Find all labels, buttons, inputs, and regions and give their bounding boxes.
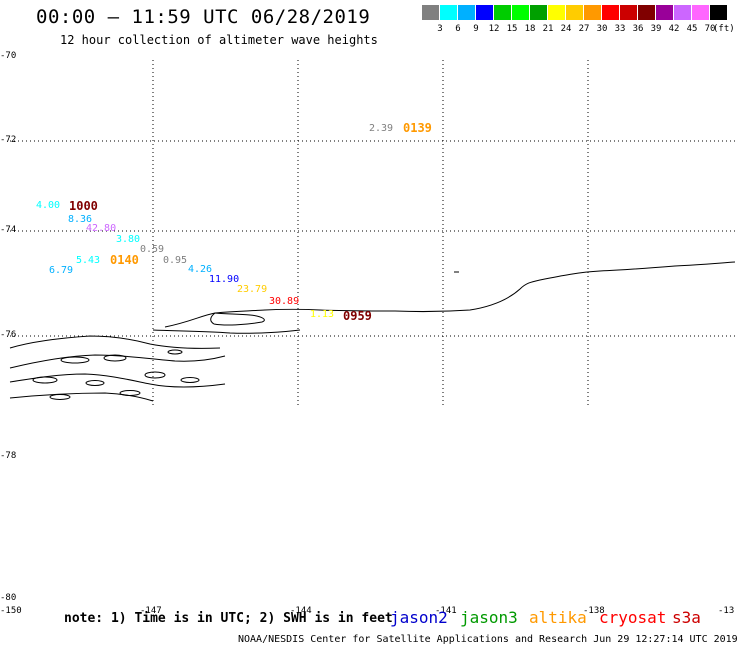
- wave-height-label: 4.26: [188, 264, 213, 275]
- lat-tick-label: -80: [0, 593, 17, 603]
- wave-height-label: 2.39: [369, 123, 394, 134]
- satellite-legend-item: s3a: [672, 608, 701, 627]
- coast-segment: [210, 312, 265, 326]
- island: [103, 354, 127, 362]
- coast-segment: [9, 335, 221, 349]
- wave-height-label: 23.79: [237, 284, 268, 295]
- pass-time-label: 1000: [69, 199, 98, 213]
- wave-height-label: 8.36: [68, 214, 93, 225]
- legend-label: 15: [506, 24, 518, 34]
- island: [167, 349, 183, 355]
- wave-height-label: 1.13: [310, 309, 335, 320]
- legend-swatch: [602, 5, 619, 20]
- wave-height-label: 42.80: [86, 223, 117, 234]
- ice-shelf-edge: [164, 261, 736, 328]
- legend-label: 30: [596, 24, 608, 34]
- legend-swatch: [494, 5, 511, 20]
- lon-tick-label: -13: [718, 606, 735, 616]
- legend-swatch: [422, 5, 439, 20]
- coast-segment: [9, 373, 226, 388]
- legend-label: 70: [704, 24, 716, 34]
- island: [49, 394, 71, 400]
- satellite-legend-item: cryosat: [599, 608, 667, 627]
- footnote: note: 1) Time is in UTC; 2) SWH is in fe…: [64, 611, 393, 626]
- legend-swatch: [710, 5, 727, 20]
- legend-swatch: [476, 5, 493, 20]
- legend-swatch: [512, 5, 529, 20]
- legend-label: 3: [437, 24, 443, 34]
- lon-tick-label: -147: [140, 606, 162, 616]
- legend-label: 36: [632, 24, 644, 34]
- lon-tick-label: -144: [290, 606, 312, 616]
- wave-height-label: 30.89: [269, 296, 300, 307]
- legend-swatch: [692, 5, 709, 20]
- legend-label: 45: [686, 24, 698, 34]
- lon-tick-label: -150: [0, 606, 22, 616]
- legend-label: 39: [650, 24, 662, 34]
- legend-swatch: [584, 5, 601, 20]
- island: [144, 371, 166, 379]
- map-title: 00:00 – 11:59 UTC 06/28/2019: [36, 6, 371, 28]
- lat-tick-label: -78: [0, 451, 17, 461]
- coast-segment: [9, 354, 226, 369]
- legend-unit: (ft): [713, 24, 735, 34]
- graticule: [10, 60, 735, 405]
- satellite-legend-item: altika: [529, 608, 587, 627]
- wave-height-label: 0.59: [140, 244, 165, 255]
- wave-height-label: 11.90: [209, 274, 240, 285]
- coast-segment: [152, 329, 301, 334]
- lat-tick-label: -76: [0, 330, 17, 340]
- pass-time-label: 0139: [403, 121, 432, 135]
- island: [119, 390, 141, 396]
- satellite-legend-item: jason2: [390, 608, 448, 627]
- legend-label: 27: [578, 24, 590, 34]
- pass-time-label: 0959: [343, 309, 372, 323]
- coastline: [9, 261, 736, 402]
- lat-tick-label: -70: [0, 51, 17, 61]
- legend-swatch: [620, 5, 637, 20]
- wave-height-label: 5.43: [76, 255, 101, 266]
- lat-tick-label: -72: [0, 135, 17, 145]
- legend-swatch: [548, 5, 565, 20]
- legend-label: 21: [542, 24, 554, 34]
- island: [180, 377, 200, 383]
- lat-tick-label: -74: [0, 225, 17, 235]
- legend-label: 18: [524, 24, 536, 34]
- wave-height-label: 6.79: [49, 265, 74, 276]
- wave-height-label: 0.95: [163, 255, 188, 266]
- legend-label: 42: [668, 24, 680, 34]
- legend-swatch: [656, 5, 673, 20]
- legend-swatch: [458, 5, 475, 20]
- pass-time-label: 0140: [110, 253, 139, 267]
- legend-swatch: [566, 5, 583, 20]
- island: [85, 380, 105, 386]
- map-subtitle: 12 hour collection of altimeter wave hei…: [60, 33, 378, 47]
- island: [32, 376, 58, 384]
- wave-height-label: 4.00: [36, 200, 61, 211]
- legend-label: 12: [488, 24, 500, 34]
- legend-swatch: [638, 5, 655, 20]
- island: [60, 356, 90, 364]
- legend-swatch: [440, 5, 457, 20]
- wave-height-label: 3.80: [116, 234, 141, 245]
- coast-segment: [9, 392, 154, 402]
- legend-label: 24: [560, 24, 572, 34]
- legend-swatch: [530, 5, 547, 20]
- legend-label: 6: [455, 24, 461, 34]
- credit-line: NOAA/NESDIS Center for Satellite Applica…: [238, 634, 738, 645]
- lon-tick-label: -138: [583, 606, 605, 616]
- satellite-legend-item: jason3: [460, 608, 518, 627]
- lon-tick-label: -141: [435, 606, 457, 616]
- legend-swatch: [674, 5, 691, 20]
- legend-label: 33: [614, 24, 626, 34]
- legend-label: 9: [473, 24, 479, 34]
